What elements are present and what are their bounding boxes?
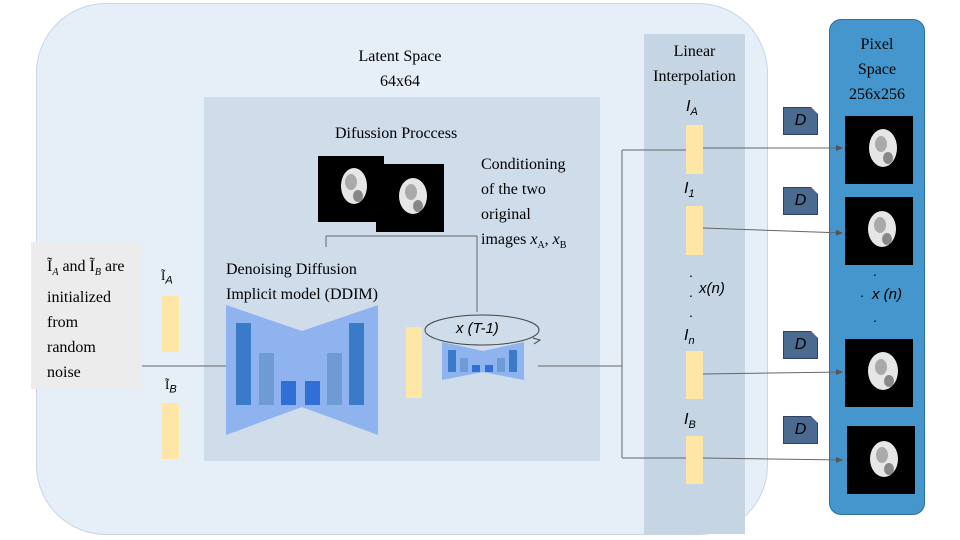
pixel-dots: .: [860, 284, 864, 300]
pixel-space-title: Pixel Space 256x256: [849, 36, 905, 103]
interp-dots: .: [689, 304, 693, 320]
loop-ellipse: [424, 314, 540, 346]
latent-b-label: ĨB: [165, 377, 177, 396]
interp-label-a: IA: [686, 98, 698, 119]
loop-label: x (T-1): [456, 320, 499, 337]
ddim-label: Denoising Diffusion Implicit model (DDIM…: [226, 261, 378, 303]
pixel-image-n: [845, 339, 913, 407]
ib-to-pixel-arrow: [702, 456, 844, 463]
interp-vector-n: [686, 351, 703, 399]
decoder-box-1: D: [783, 187, 818, 215]
latent-a-vector: [162, 296, 179, 352]
interp-dots-label: x(n): [699, 280, 725, 297]
interpolation-title: Linear Interpolation: [653, 43, 736, 85]
decoder-box-b: D: [783, 416, 818, 444]
decoder-box-n: D: [783, 331, 818, 359]
interp-label-1: I1: [684, 180, 695, 201]
latent-b-vector: [162, 403, 179, 459]
noise-init-box: [31, 242, 142, 389]
loop-arrowhead: [532, 337, 542, 345]
pixel-dots: .: [873, 263, 877, 279]
ddim-output-latent: [406, 327, 422, 398]
conditioning-image-a: [318, 156, 384, 222]
pixel-dots: .: [873, 309, 877, 325]
interp-label-b: IB: [684, 411, 696, 432]
interp-label-n: In: [684, 327, 695, 348]
noise-init-text: ĨA and ĨB are initialized from random no…: [47, 258, 125, 382]
in-to-pixel-arrow: [702, 369, 844, 376]
ddim-unet-diagram: [226, 305, 378, 435]
interp-vector-1: [686, 206, 703, 255]
interp-dots: .: [689, 264, 693, 280]
loop-unet-diagram: [442, 342, 524, 380]
pixel-image-b: [847, 426, 915, 494]
latent-a-label: ĨA: [161, 268, 173, 287]
i1-to-pixel-arrow: [702, 227, 844, 236]
conditioning-image-b: [376, 164, 444, 232]
latent-space-title: Latent Space 64x64: [358, 48, 442, 90]
interp-dots: .: [689, 284, 693, 300]
decoder-box-a: D: [783, 107, 818, 135]
pixel-image-a: [845, 116, 913, 184]
conditioning-text: Conditioning of the two original images …: [481, 156, 567, 252]
interp-vector-b: [686, 436, 703, 484]
diffusion-process-title: Difussion Proccess: [335, 125, 458, 142]
pixel-dots-label: x (n): [872, 286, 902, 303]
interp-vector-a: [686, 125, 703, 174]
pixel-image-1: [845, 197, 913, 265]
